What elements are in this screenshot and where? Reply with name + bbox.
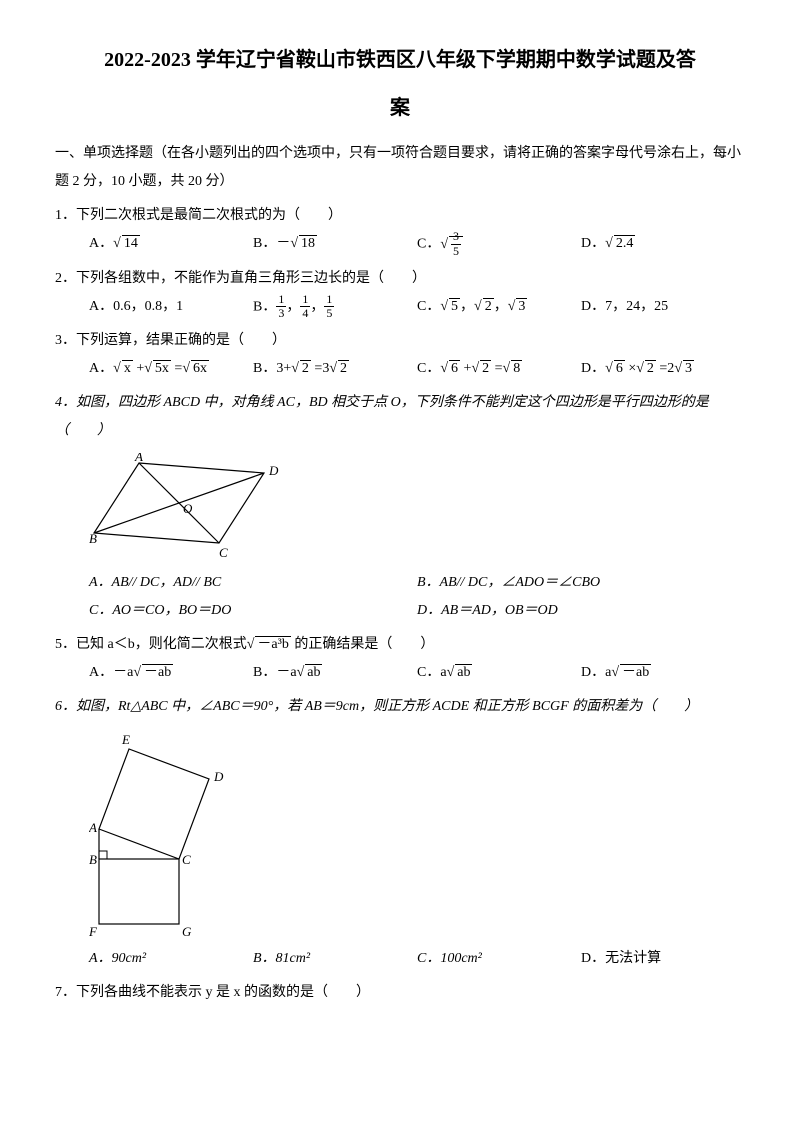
q3-option-a: A．x +5x =6x	[89, 355, 253, 383]
q1-option-a: A．14	[89, 230, 253, 259]
q2-text: 2．下列各组数中，不能作为直角三角形三边长的是（ ）	[55, 265, 745, 293]
q4-text: 4．如图，四边形 ABCD 中，对角线 AC，BD 相交于点 O，下列条件不能判…	[55, 389, 745, 445]
svg-text:A: A	[89, 820, 97, 835]
svg-text:G: G	[182, 924, 192, 939]
q2-option-c: C．5，2，3	[417, 293, 581, 322]
q4-option-b: B．AB// DC，∠ADO＝∠CBO	[417, 569, 745, 597]
svg-text:C: C	[219, 545, 228, 560]
svg-text:O: O	[183, 501, 193, 516]
q1-option-b: B．－18	[253, 230, 417, 259]
q3-options: A．x +5x =6x B．3+2 =32 C．6 +2 =8 D．6 ×2 =…	[55, 355, 745, 383]
svg-text:D: D	[213, 769, 224, 784]
q3-text: 3．下列运算，结果正确的是（ ）	[55, 327, 745, 355]
svg-text:B: B	[89, 531, 97, 546]
question-2: 2．下列各组数中，不能作为直角三角形三边长的是（ ） A．0.6，0.8，1 B…	[55, 265, 745, 322]
svg-text:A: A	[134, 453, 143, 464]
q3-option-b: B．3+2 =32	[253, 355, 417, 383]
q1-option-c: C．35	[417, 230, 581, 259]
q5-option-a: A．－a－ab	[89, 659, 253, 687]
q6-option-b: B．81cm²	[253, 945, 417, 973]
q6-option-c: C．100cm²	[417, 945, 581, 973]
q6-text: 6．如图，Rt△ABC 中，∠ABC＝90°，若 AB＝9cm，则正方形 ACD…	[55, 693, 745, 721]
q4-option-a: A．AB// DC，AD// BC	[89, 569, 417, 597]
q2-option-d: D．7，24，25	[581, 293, 745, 322]
svg-text:E: E	[121, 732, 130, 747]
question-3: 3．下列运算，结果正确的是（ ） A．x +5x =6x B．3+2 =32 C…	[55, 327, 745, 383]
q1-options: A．14 B．－18 C．35 D．2.4	[55, 230, 745, 259]
question-1: 1．下列二次根式是最简二次根式的为（ ） A．14 B．－18 C．35 D．2…	[55, 202, 745, 259]
svg-text:B: B	[89, 852, 97, 867]
page-title-line2: 案	[55, 88, 745, 128]
q4-option-c: C．AO＝CO，BO＝DO	[89, 597, 417, 625]
page-title-line1: 2022-2023 学年辽宁省鞍山市铁西区八年级下学期期中数学试题及答	[55, 40, 745, 80]
q5-option-b: B．－aab	[253, 659, 417, 687]
q5-text: 5．已知 a＜b，则化简二次根式－a³b 的正确结果是（ ）	[55, 631, 745, 659]
q3-option-d: D．6 ×2 =23	[581, 355, 745, 383]
q4-options: A．AB// DC，AD// BCB．AB// DC，∠ADO＝∠CBO C．A…	[55, 569, 745, 625]
q6-figure: A B C D E F G	[89, 729, 745, 939]
question-4: 4．如图，四边形 ABCD 中，对角线 AC，BD 相交于点 O，下列条件不能判…	[55, 389, 745, 625]
q5-options: A．－a－ab B．－aab C．aab D．a－ab	[55, 659, 745, 687]
question-6: 6．如图，Rt△ABC 中，∠ABC＝90°，若 AB＝9cm，则正方形 ACD…	[55, 693, 745, 973]
q2-option-a: A．0.6，0.8，1	[89, 293, 253, 322]
svg-text:D: D	[268, 463, 279, 478]
q6-options: A．90cm² B．81cm² C．100cm² D．无法计算	[55, 945, 745, 973]
question-5: 5．已知 a＜b，则化简二次根式－a³b 的正确结果是（ ） A．－a－ab B…	[55, 631, 745, 687]
question-7: 7．下列各曲线不能表示 y 是 x 的函数的是（ ）	[55, 979, 745, 1007]
q4-figure: A D C B O	[89, 453, 745, 563]
q3-option-c: C．6 +2 =8	[417, 355, 581, 383]
q4-option-d: D．AB＝AD，OB＝OD	[417, 597, 745, 625]
q1-option-d: D．2.4	[581, 230, 745, 259]
q7-text: 7．下列各曲线不能表示 y 是 x 的函数的是（ ）	[55, 979, 745, 1007]
svg-text:F: F	[89, 924, 98, 939]
q5-option-d: D．a－ab	[581, 659, 745, 687]
svg-text:C: C	[182, 852, 191, 867]
section-header: 一、单项选择题（在各小题列出的四个选项中，只有一项符合题目要求，请将正确的答案字…	[55, 140, 745, 196]
q1-text: 1．下列二次根式是最简二次根式的为（ ）	[55, 202, 745, 230]
q2-options: A．0.6，0.8，1 B．13，14，15 C．5，2，3 D．7，24，25	[55, 293, 745, 322]
q5-option-c: C．aab	[417, 659, 581, 687]
q6-option-d: D．无法计算	[581, 945, 745, 973]
q6-option-a: A．90cm²	[89, 945, 253, 973]
q2-option-b: B．13，14，15	[253, 293, 417, 322]
